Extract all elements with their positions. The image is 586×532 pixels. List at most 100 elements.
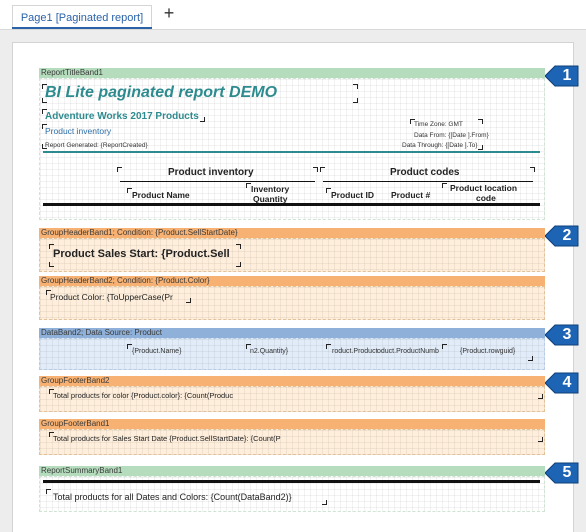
column-group-underline <box>120 181 315 182</box>
selection-corner <box>478 119 483 124</box>
selection-corner <box>42 109 47 114</box>
header-divider <box>43 203 540 206</box>
total-by-sales-start-field[interactable]: Total products for Sales Start Date {Pro… <box>53 434 281 443</box>
field-product-name[interactable]: {Product.Name} <box>132 348 182 355</box>
callout-5-number: 5 <box>562 464 572 481</box>
data-band-body[interactable] <box>39 338 545 370</box>
report-subheading[interactable]: Adventure Works 2017 Products <box>45 111 199 122</box>
group-footer-band-2[interactable]: GroupFooterBand2 <box>39 376 545 386</box>
report-title-band-header[interactable]: ReportTitleBand1 <box>39 68 545 78</box>
group-footer-band-2-body[interactable] <box>39 386 545 412</box>
column-header-product-number[interactable]: Product # <box>391 190 431 200</box>
selection-corner <box>42 84 47 89</box>
selection-corner <box>246 183 251 188</box>
group-header-band-2[interactable]: GroupHeaderBand2; Condition: {Product.Co… <box>39 276 545 286</box>
selection-corner <box>49 244 54 249</box>
selection-corner <box>49 432 54 437</box>
group-footer-band-1[interactable]: GroupFooterBand1 <box>39 419 545 429</box>
group-header-band-1[interactable]: GroupHeaderBand1; Condition: {Product.Se… <box>39 228 545 238</box>
selection-corner <box>538 437 543 442</box>
column-header-inventory[interactable]: Inventory <box>251 184 290 194</box>
selection-corner <box>200 117 205 122</box>
selection-corner <box>127 344 132 349</box>
selection-corner <box>46 489 51 494</box>
selection-corner <box>528 356 533 361</box>
selection-corner <box>313 167 318 172</box>
report-summary-band[interactable]: ReportSummaryBand1 <box>39 466 545 476</box>
selection-corner <box>353 84 358 89</box>
selection-corner <box>49 262 54 267</box>
callout-3: 3 <box>545 323 579 347</box>
report-generated-label[interactable]: Report Generated: {ReportCreated} <box>45 142 148 149</box>
column-header-location-code[interactable]: code <box>476 193 496 203</box>
data-band-label: DataBand2; Data Source: Product <box>41 328 162 337</box>
callout-1-number: 1 <box>562 67 572 84</box>
title-divider <box>43 151 540 153</box>
callout-1: 1 <box>545 64 579 88</box>
column-header-location[interactable]: Product location <box>450 183 518 193</box>
sales-start-field[interactable]: Product Sales Start: {Product.Sell <box>53 248 230 260</box>
group-footer-band-1-body[interactable] <box>39 429 545 455</box>
selection-corner <box>236 244 241 249</box>
data-band[interactable]: DataBand2; Data Source: Product <box>39 328 545 338</box>
data-from-label[interactable]: Data From: {[Date ].From} <box>414 132 489 139</box>
selection-corner <box>127 188 132 193</box>
column-header-product-id[interactable]: Product ID <box>331 190 374 200</box>
report-heading[interactable]: BI Lite paginated report DEMO <box>45 84 278 101</box>
field-product-id[interactable]: roduct.Product <box>332 348 378 355</box>
product-color-field[interactable]: Product Color: {ToUpperCase(Pr <box>50 292 173 302</box>
data-through-label[interactable]: Data Through: {[Date ].To} <box>402 142 478 149</box>
tab-page1[interactable]: Page1 [Paginated report] <box>12 5 152 29</box>
grand-total-field[interactable]: Total products for all Dates and Colors:… <box>53 492 292 502</box>
selection-corner <box>49 389 54 394</box>
selection-corner <box>530 167 535 172</box>
selection-corner <box>236 262 241 267</box>
selection-corner <box>320 167 325 172</box>
report-title-band-body[interactable] <box>39 78 545 220</box>
selection-corner <box>478 145 483 150</box>
time-zone-label[interactable]: Time Zone: GMT <box>414 121 463 128</box>
selection-corner <box>42 98 47 103</box>
total-by-color-field[interactable]: Total products for color {Product.color}… <box>53 391 234 400</box>
selection-corner <box>410 119 415 124</box>
selection-corner <box>353 98 358 103</box>
group-footer-band-2-label: GroupFooterBand2 <box>41 376 110 385</box>
selection-corner <box>117 167 122 172</box>
selection-corner <box>42 124 47 129</box>
column-group-codes[interactable]: Product codes <box>390 167 460 178</box>
group-header-band-2-label: GroupHeaderBand2; Condition: {Product.Co… <box>41 276 210 285</box>
column-group-inventory[interactable]: Product inventory <box>168 167 254 178</box>
selection-corner <box>442 344 447 349</box>
tab-bar-divider <box>0 29 586 30</box>
selection-corner <box>42 144 47 149</box>
summary-divider <box>43 480 540 483</box>
report-summary-band-label: ReportSummaryBand1 <box>41 466 123 475</box>
selection-corner <box>46 290 51 295</box>
callout-5: 5 <box>545 461 579 485</box>
callout-4-number: 4 <box>562 374 572 391</box>
group-header-band-1-body[interactable] <box>39 238 545 272</box>
selection-corner <box>322 500 327 505</box>
selection-corner <box>442 183 447 188</box>
group-header-band-2-body[interactable] <box>39 286 545 320</box>
product-inventory-label[interactable]: Product inventory <box>45 126 112 136</box>
report-title-band-label: ReportTitleBand1 <box>41 68 103 77</box>
column-header-product-name[interactable]: Product Name <box>132 190 190 200</box>
callout-4: 4 <box>545 371 579 395</box>
tab-page1-label: Page1 [Paginated report] <box>20 11 144 24</box>
field-inventory-qty[interactable]: n2.Quantity} <box>250 348 289 355</box>
callout-2: 2 <box>545 224 579 248</box>
active-tab-indicator <box>12 27 152 29</box>
plus-icon: + <box>163 2 175 23</box>
field-rowguid[interactable]: {Product.rowguid} <box>460 348 516 355</box>
tab-bar: Page1 [Paginated report] + <box>0 0 586 30</box>
selection-corner <box>326 188 331 193</box>
column-header-quantity[interactable]: Quantity <box>253 194 288 204</box>
column-group-underline <box>323 181 533 182</box>
selection-corner <box>246 344 251 349</box>
field-product-number[interactable]: oduct.ProductNumb <box>377 348 439 355</box>
selection-corner <box>538 394 543 399</box>
group-header-band-1-label: GroupHeaderBand1; Condition: {Product.Se… <box>41 228 238 237</box>
add-tab-button[interactable]: + <box>160 3 178 23</box>
selection-corner <box>186 298 191 303</box>
